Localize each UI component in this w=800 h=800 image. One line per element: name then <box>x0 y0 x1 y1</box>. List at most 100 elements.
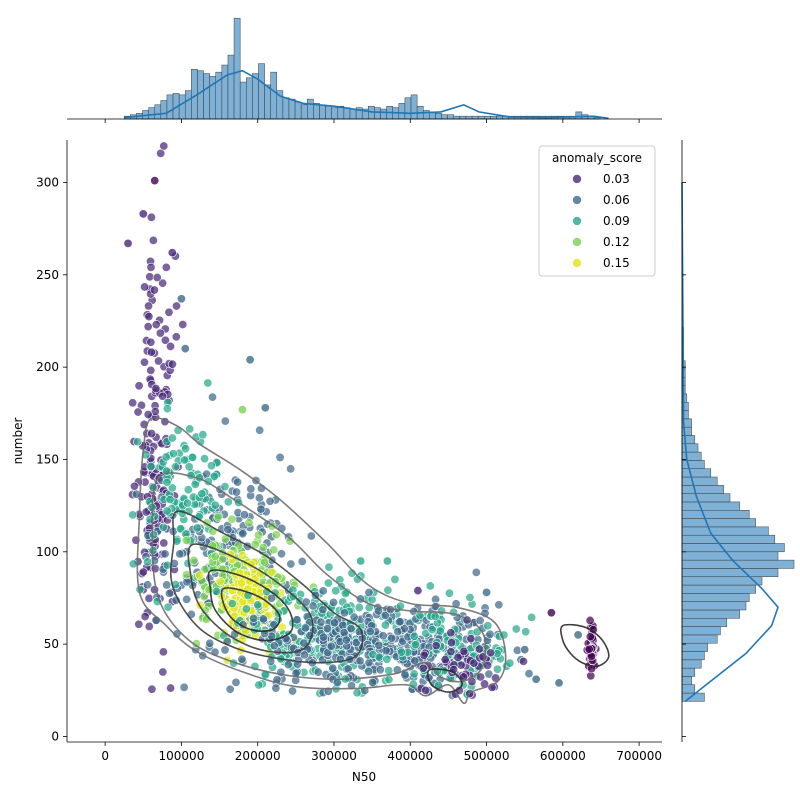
scatter-point <box>182 570 192 580</box>
scatter-point <box>265 496 275 506</box>
scatter-point <box>163 602 173 612</box>
scatter-point <box>161 452 171 462</box>
scatter-point <box>381 646 391 656</box>
scatter-point <box>316 617 326 627</box>
scatter-point <box>475 615 485 625</box>
scatter-point <box>288 686 298 696</box>
scatter-point <box>158 278 168 288</box>
scatter-point <box>207 392 217 402</box>
scatter-point <box>254 493 264 503</box>
scatter-point <box>210 500 220 510</box>
legend-marker <box>572 195 582 205</box>
scatter-point <box>331 586 341 596</box>
scatter-point <box>167 248 177 258</box>
x-tick-label: 700000 <box>616 749 662 763</box>
scatter-point <box>212 586 222 596</box>
scatter-point <box>175 549 185 559</box>
scatter-point <box>223 524 233 534</box>
scatter-point <box>483 621 493 631</box>
x-hist-bar <box>575 111 583 120</box>
scatter-point <box>465 593 475 603</box>
scatter-point <box>237 405 247 415</box>
scatter-point <box>346 624 356 634</box>
scatter-point <box>133 437 143 447</box>
x-hist-bar <box>313 103 320 120</box>
y-tick-label: 100 <box>36 545 59 559</box>
scatter-point <box>154 356 164 366</box>
scatter-point <box>187 452 197 462</box>
scatter-point <box>374 652 384 662</box>
kde-contour-line <box>170 510 364 664</box>
y-hist-bar <box>681 476 718 486</box>
scatter-point <box>351 638 361 648</box>
scatter-point <box>182 498 192 508</box>
x-hist-bar <box>453 115 461 120</box>
scatter-point <box>210 551 220 561</box>
scatter-point <box>183 485 193 495</box>
scatter-point <box>165 494 175 504</box>
scatter-point <box>244 518 254 528</box>
scatter-point <box>453 652 463 662</box>
scatter-point <box>237 654 247 664</box>
y-hist-bar <box>681 526 769 536</box>
y-hist-bar <box>681 501 740 511</box>
scatter-point <box>339 608 349 618</box>
scatter-point <box>172 536 182 546</box>
scatter-point <box>162 506 172 516</box>
scatter-point <box>146 262 156 272</box>
y-hist-bar <box>681 460 705 469</box>
y-tick-label: 300 <box>36 175 59 189</box>
scatter-points <box>123 141 601 700</box>
scatter-point <box>269 620 279 630</box>
scatter-point <box>233 477 243 487</box>
scatter-point <box>322 624 332 634</box>
x-hist-bar <box>184 90 192 120</box>
scatter-point <box>352 688 362 698</box>
y-hist-bar <box>681 509 750 519</box>
x-hist-bar <box>496 115 503 120</box>
scatter-point <box>318 605 328 615</box>
y-hist-bar <box>681 559 795 569</box>
y-hist-bar <box>681 601 747 611</box>
legend-label: 0.12 <box>603 235 630 249</box>
scatter-point <box>146 365 156 375</box>
y-marginal-ticks <box>682 182 686 737</box>
scatter-point <box>383 585 393 595</box>
scatter-point <box>158 647 168 657</box>
scatter-point <box>482 587 492 597</box>
scatter-point <box>260 557 270 567</box>
scatter-point <box>521 627 531 637</box>
legend-label: 0.09 <box>603 214 630 228</box>
x-marginal-kde-line <box>124 69 609 120</box>
y-tick-label: 50 <box>44 637 59 651</box>
scatter-point <box>162 560 172 570</box>
scatter-point <box>271 530 281 540</box>
scatter-point <box>546 608 556 618</box>
scatter-point <box>380 620 390 630</box>
x-hist-bar <box>154 104 162 120</box>
scatter-point <box>271 683 281 693</box>
scatter-point <box>444 588 454 598</box>
scatter-point <box>286 464 296 474</box>
scatter-point <box>260 403 270 413</box>
scatter-point <box>223 497 233 507</box>
legend-items: 0.03 0.06 0.09 0.12 0.15 <box>572 172 630 270</box>
scatter-point <box>181 535 191 545</box>
scatter-point <box>245 355 255 365</box>
scatter-point <box>171 332 181 342</box>
scatter-point <box>236 578 246 588</box>
scatter-point <box>494 600 504 610</box>
scatter-point <box>133 407 143 417</box>
scatter-point <box>285 536 295 546</box>
y-hist-bar <box>681 609 740 619</box>
scatter-point <box>485 629 495 639</box>
scatter-point <box>128 510 138 520</box>
y-hist-bar <box>681 676 692 686</box>
scatter-point <box>145 272 155 282</box>
scatter-point <box>283 660 293 670</box>
scatter-point <box>220 645 230 655</box>
scatter-point <box>446 647 456 657</box>
scatter-point <box>306 531 316 541</box>
scatter-point <box>301 597 311 607</box>
y-hist-bar <box>681 468 712 478</box>
